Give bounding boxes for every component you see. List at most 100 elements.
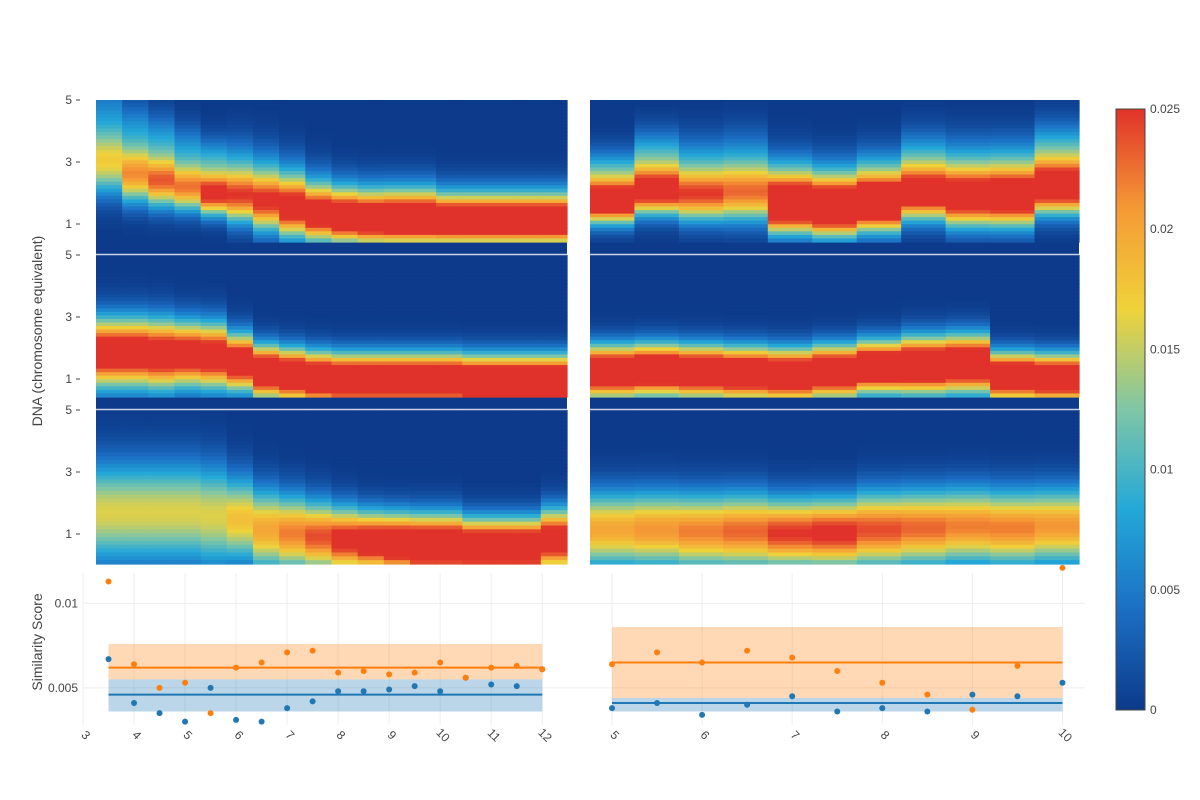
heatmap-cell [462,475,490,480]
heatmap-cell [540,110,568,115]
heatmap-cell [436,487,463,492]
heatmap-cell [901,160,947,165]
heatmap-cell [436,361,463,366]
heatmap-cell [96,163,123,169]
heatmap-cell [331,213,359,218]
heatmap-cell [357,153,385,158]
heatmap-cell [436,452,463,457]
heatmap-cell [1034,537,1080,542]
heatmap-cell [331,107,359,112]
heatmap-cell [1034,483,1080,488]
heatmap-cell [678,413,724,419]
heatmap-cell [410,506,437,511]
heatmap-cell [200,452,228,457]
heatmap-cell [226,326,254,331]
heatmap-cell [856,386,902,391]
heatmap-cell [357,343,385,348]
heatmap-cell [279,393,306,398]
heatmap-cell [812,269,858,274]
heatmap-cell [514,146,542,151]
heatmap-cell [1034,502,1080,507]
heatmap-cell [767,297,813,302]
heatmap-cell [383,213,411,218]
heatmap-cell [174,210,202,215]
heatmap-cell [122,142,149,147]
heatmap-cell [723,340,769,345]
heatmap-cell [723,471,769,477]
heatmap-cell [488,262,516,267]
heatmap-cell [331,192,359,197]
heatmap-cell [856,354,902,359]
heatmap-cell [462,279,490,284]
heatmap-cell [540,171,568,176]
heatmap-cell [383,308,411,313]
heatmap-cell [357,354,385,359]
heatmap-cell [200,276,228,281]
heatmap-cell [990,475,1036,480]
heatmap-cell [488,517,516,523]
heatmap-cell [634,308,680,313]
heatmap-cell [945,210,991,215]
heatmap-cell [226,202,254,208]
heatmap-cell [174,448,202,453]
heatmap-cell [540,255,568,260]
heatmap-cell [200,533,228,538]
heatmap-cell [514,315,542,320]
heatmap-cell [148,448,176,453]
heatmap-cell [812,444,858,450]
heatmap-cell [383,410,411,415]
heatmap-cell [488,347,516,352]
heatmap-cell [331,210,359,215]
heatmap-cell [305,361,333,366]
heatmap-cell [436,436,463,442]
heatmap-cell [357,544,385,550]
heatmap-cell [856,529,902,534]
heatmap-cell [990,386,1036,391]
heatmap-cell [148,199,176,204]
heatmap-cell [856,210,902,215]
heatmap-cell [678,294,724,299]
heatmap-cell [226,379,254,384]
heatmap-cell [462,452,490,457]
heatmap-cell [96,517,123,523]
heatmap-cell [148,389,176,395]
heatmap-cell [279,181,306,186]
heatmap-cell [812,350,858,355]
heatmap-cell [945,290,991,295]
heatmap-cell [331,326,359,331]
heatmap-cell [540,347,568,352]
heatmap-cell [945,540,991,546]
heatmap-cell [331,206,359,211]
heatmap-cell [279,354,306,359]
heatmap-cell [723,413,769,419]
heatmap-cell [540,560,568,565]
heatmap-cell [226,103,254,108]
heatmap-cell [148,114,176,119]
heatmap-cell [901,326,947,331]
heatmap-cell [226,121,254,126]
heatmap-cell [540,202,568,208]
heatmap-cell [148,413,176,419]
heatmap-cell [634,199,680,204]
heatmap-cell [226,502,254,507]
heatmap-cell [462,556,490,561]
heatmap-cell [767,368,813,373]
heatmap-cell [812,231,858,236]
heatmap-cell [514,502,542,507]
heatmap-cell [462,220,490,225]
heatmap-cell [901,525,947,530]
heatmap-cell [634,421,680,426]
heatmap-cell [856,231,902,236]
heatmap-cell [462,521,490,527]
heatmap-cell [200,413,228,419]
heatmap-cell [226,475,254,480]
heatmap-cell [856,436,902,442]
heatmap-cell [357,475,385,480]
heatmap-cell [410,272,437,277]
heatmap-cell [590,224,636,229]
heatmap-cell [200,444,228,450]
heatmap-cell [540,227,568,232]
heatmap-cell [331,308,359,313]
heatmap-cell [540,272,568,277]
heatmap-cell [856,181,902,186]
